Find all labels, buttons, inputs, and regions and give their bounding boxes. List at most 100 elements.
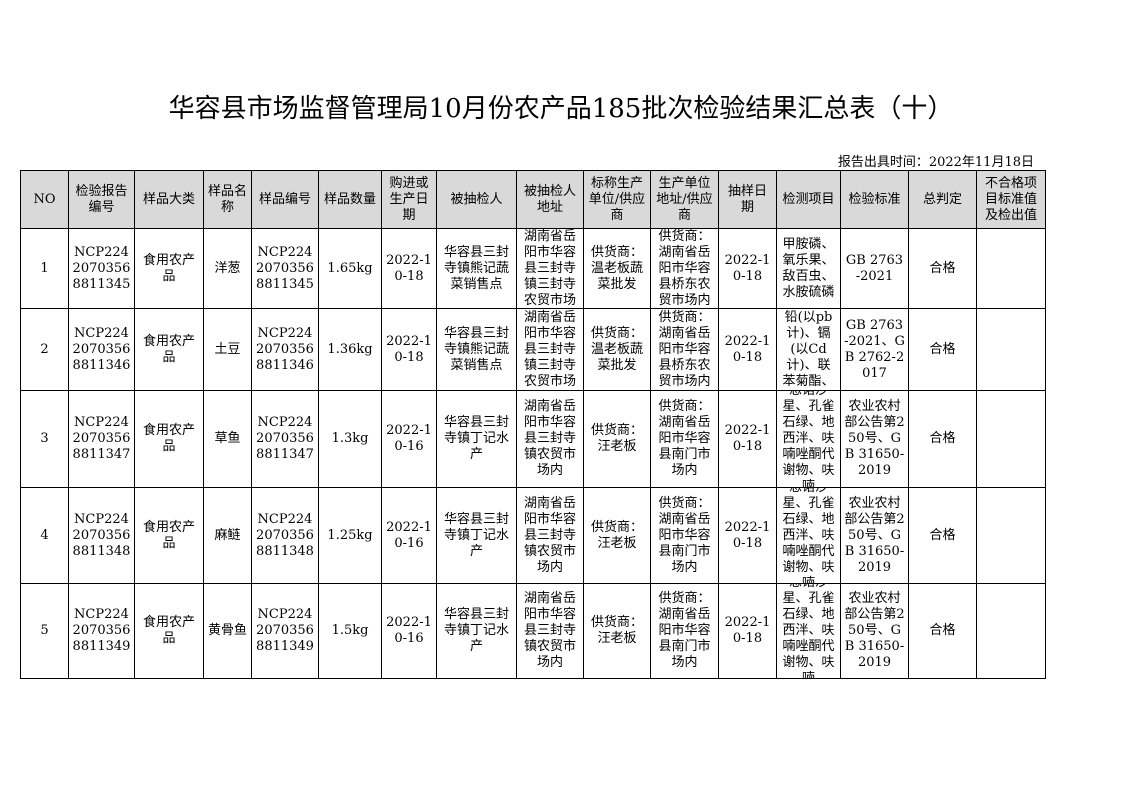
cell-text: NCP22420703568811345 — [72, 244, 131, 292]
cell: 湖南省岳阳市华容县三封寺镇农贸市场内 — [516, 487, 584, 584]
cell: 2022-10-18 — [718, 583, 777, 679]
cell-text: GB 2763-2021、GB 2762-2017 — [844, 317, 905, 381]
cell: 湖南省岳阳市华容县三封寺镇三封寺农贸市场 — [516, 308, 584, 391]
cell-text: 5 — [40, 623, 49, 638]
cell: 供货商：湖南省岳阳市华容县桥东农贸市场内 — [650, 308, 719, 391]
cell: 供货商：湖南省岳阳市华容县南门市场内 — [650, 583, 719, 679]
cell-text: 1 — [40, 260, 49, 276]
cell: 2022-10-18 — [718, 308, 777, 391]
cell-text: 农业农村部公告第250号、GB 31650-2019 — [844, 495, 905, 575]
header-cell: 检验标准 — [840, 170, 909, 229]
cell-text: NCP22420703568811346 — [256, 325, 314, 373]
cell-text: NO — [33, 191, 56, 207]
cell-text: NCP22420703568811347 — [256, 415, 314, 462]
cell: 合格 — [908, 308, 977, 391]
cell-text: 湖南省岳阳市华容县三封寺镇农贸市场内 — [523, 495, 576, 575]
cell-text: 华容县三封寺镇丁记水产 — [443, 415, 509, 462]
cell-text: NCP22420703568811346 — [72, 325, 131, 373]
cell-text: 供货商：汪老板 — [590, 423, 643, 454]
cell-text: 供货商：汪老板 — [590, 615, 643, 646]
cell-text: 供货商：湖南省岳阳市华容县桥东农贸市场内 — [658, 309, 711, 389]
cell — [976, 487, 1046, 584]
cell: 土豆 — [203, 308, 252, 391]
cell-text: 湖南省岳阳市华容县三封寺镇三封寺农贸市场 — [523, 309, 576, 389]
cell-text: 食用农产品 — [142, 252, 195, 284]
cell: 华容县三封寺镇丁记水产 — [436, 390, 517, 488]
row: 1 NCP22420703568811345 食用农产品 洋葱 NCP224207035… — [20, 228, 1046, 309]
cell: 华容县三封寺镇丁记水产 — [436, 487, 517, 584]
cell-text: 合格 — [929, 431, 956, 446]
cell: 华容县三封寺镇丁记水产 — [436, 583, 517, 679]
cell: NCP22420703568811345 — [68, 228, 135, 309]
cell-text: 供货商：湖南省岳阳市华容县桥东农贸市场内 — [658, 229, 711, 308]
cell: 1.5kg — [318, 583, 382, 679]
header-cell: 被抽检人 — [436, 170, 517, 229]
cell: GB 2763-2021 — [840, 228, 909, 309]
cell: NCP22420703568811348 — [251, 487, 319, 584]
header-cell: 样品数量 — [318, 170, 382, 229]
cell: NCP22420703568811346 — [68, 308, 135, 391]
cell-text: 供货商：温老板蔬菜批发 — [590, 325, 643, 373]
cell-text: 抽样日期 — [727, 183, 767, 215]
cell: 1 — [20, 228, 69, 309]
cell-text: NCP22420703568811349 — [72, 607, 131, 654]
cell: 2 — [20, 308, 69, 391]
cell-text: 黄骨鱼 — [207, 623, 247, 638]
cell-text: 2022-10-18 — [724, 333, 771, 365]
cell-text — [977, 309, 1045, 390]
cell — [976, 228, 1046, 309]
cell-text: 土豆 — [214, 341, 241, 357]
cell: 农业农村部公告第250号、GB 31650-2019 — [840, 487, 909, 584]
cell-text: 2022-10-18 — [724, 252, 771, 284]
cell-text: 检验报告编号 — [75, 183, 128, 215]
cell-text: 1.36kg — [327, 341, 373, 357]
cell: 恩诺沙星、孔雀石绿、地西泮、呋喃唑酮代谢物、呋喃 — [776, 487, 841, 584]
cell: 恩诺沙星、孔雀石绿、地西泮、呋喃唑酮代谢物、呋喃 — [776, 583, 841, 679]
cell: 合格 — [908, 487, 977, 584]
cell-text: 不合格项目标准值及检出值 — [984, 175, 1037, 223]
cell-text: 甲胺磷、氧乐果、敌百虫、水胺硫磷 — [782, 236, 835, 300]
cell-text — [977, 229, 1045, 308]
cell-text: 供货商：温老板蔬菜批发 — [590, 244, 643, 292]
cell: 食用农产品 — [134, 308, 204, 391]
cell-text: 2022-10-18 — [724, 519, 771, 551]
header-cell: 不合格项目标准值及检出值 — [976, 170, 1046, 229]
cell: 草鱼 — [203, 390, 252, 488]
cell: 合格 — [908, 390, 977, 488]
cell-text: 食用农产品 — [142, 615, 195, 646]
cell: 2022-10-16 — [381, 487, 437, 584]
header-cell: 被抽检人地址 — [516, 170, 584, 229]
cell: 5 — [20, 583, 69, 679]
header-cell: 检测项目 — [776, 170, 841, 229]
cell: 华容县三封寺镇熊记蔬菜销售点 — [436, 228, 517, 309]
cell-text: 1.65kg — [327, 260, 373, 276]
cell-text: 恩诺沙星、孔雀石绿、地西泮、呋喃唑酮代谢物、呋喃 — [782, 391, 835, 487]
cell: 铅(以pb计)、镉(以Cd计)、联苯菊酯、 — [776, 308, 841, 391]
cell-text: 湖南省岳阳市华容县三封寺镇农贸市场内 — [523, 591, 576, 670]
cell-text: 华容县三封寺镇丁记水产 — [443, 511, 509, 559]
header-cell: 抽样日期 — [718, 170, 777, 229]
cell-text: 检测项目 — [782, 191, 835, 207]
cell-text: 食用农产品 — [142, 333, 195, 365]
cell-text: 2022-10-18 — [386, 252, 432, 284]
cell: NCP22420703568811349 — [68, 583, 135, 679]
cell-text: 2022-10-18 — [724, 423, 771, 454]
cell: 华容县三封寺镇熊记蔬菜销售点 — [436, 308, 517, 391]
cell-text: 合格 — [929, 260, 956, 276]
cell: 1.65kg — [318, 228, 382, 309]
cell-text: 华容县三封寺镇熊记蔬菜销售点 — [443, 325, 509, 373]
cell: 1.3kg — [318, 390, 382, 488]
cell — [976, 308, 1046, 391]
cell-text: 2022-10-18 — [386, 333, 432, 365]
results-table: NO 检验报告编号 样品大类 样品名称 样品编号 样品数量 购进或生产日期 被抽检人 被抽检人地… — [20, 170, 1046, 679]
cell-text: 样品名称 — [207, 183, 247, 215]
header-cell: 生产单位地址/供应商 — [650, 170, 719, 229]
header-cell: 样品大类 — [134, 170, 204, 229]
cell: 供货商：温老板蔬菜批发 — [583, 228, 651, 309]
cell: 供货商：湖南省岳阳市华容县南门市场内 — [650, 390, 719, 488]
cell-text: 食用农产品 — [142, 423, 195, 454]
cell-text: 合格 — [929, 623, 956, 638]
cell-text — [977, 391, 1045, 487]
cell: 食用农产品 — [134, 228, 204, 309]
header-cell: 样品编号 — [251, 170, 319, 229]
